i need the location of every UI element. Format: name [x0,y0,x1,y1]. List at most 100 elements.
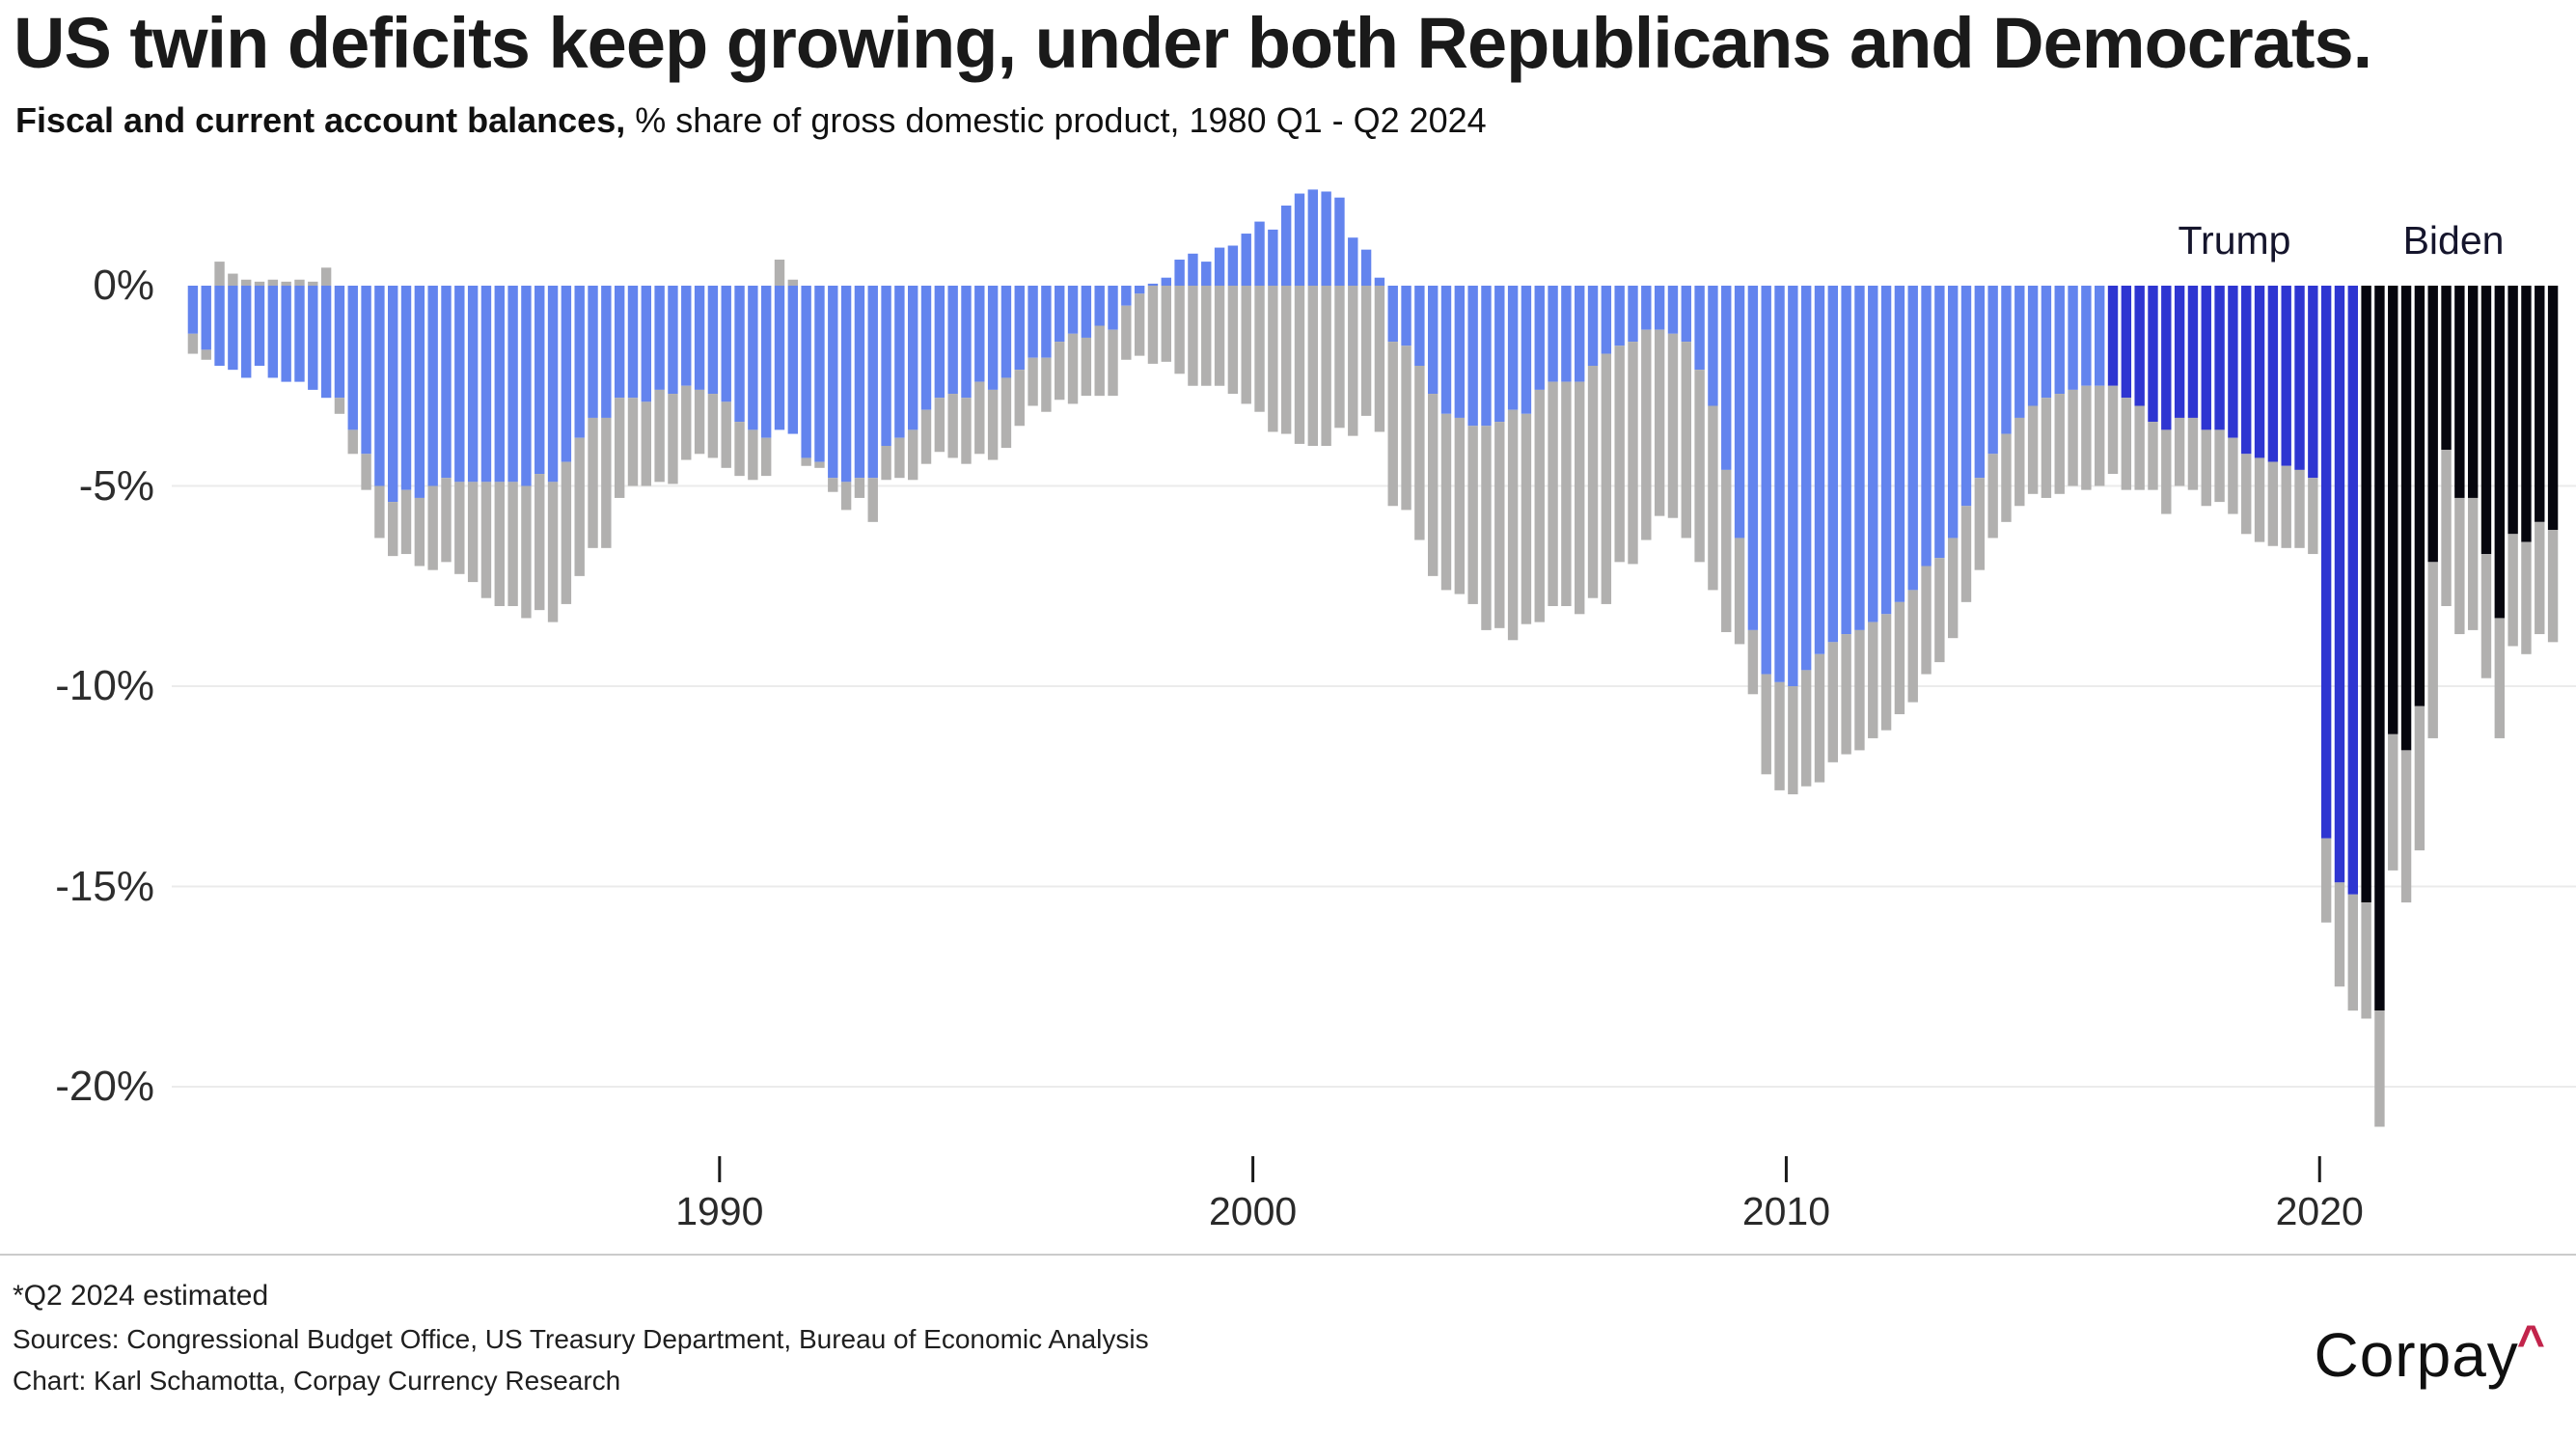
fiscal-bar [1841,286,1851,635]
current-account-bar [1055,342,1065,401]
current-account-bar [374,485,385,539]
fiscal-bar [814,286,825,462]
current-account-bar [1641,329,1652,540]
fiscal-bar [1774,286,1785,682]
current-account-bar [1414,366,1425,540]
fiscal-bar [201,286,211,350]
current-account-bar [2427,562,2438,738]
x-tick-label: 2020 [2275,1189,2364,1233]
current-account-bar [1841,634,1851,755]
current-account-bar [2347,894,2358,1011]
fiscal-bar [760,286,772,438]
current-account-bar [1947,538,1959,639]
current-account-bar [1880,614,1892,731]
y-tick-label: -15% [55,862,154,910]
fiscal-bar [1214,247,1225,286]
current-account-bar [2547,530,2559,643]
current-account-bar [2201,429,2211,507]
fiscal-bar [1534,286,1545,390]
fiscal-bar [1161,277,1171,286]
era-label-biden: Biden [2402,218,2505,263]
x-axis-ticks [718,1156,2321,1182]
fiscal-bar [681,286,692,386]
fiscal-bar [1121,286,1132,306]
current-account-bar [1134,293,1145,356]
current-account-bar [1268,286,1278,432]
fiscal-bar [480,286,492,483]
current-account-bar [694,389,705,455]
fiscal-bar [748,286,758,430]
current-account-bar [1000,377,1012,449]
fiscal-bar [1761,286,1771,675]
current-account-bar [2041,398,2052,498]
fiscal-bar [1440,286,1452,414]
fiscal-bar [547,286,559,483]
fiscal-bar [1575,286,1585,382]
current-account-bar [214,262,225,286]
fiscal-bar [2107,286,2119,386]
current-account-bar [494,482,505,606]
fiscal-bar [920,286,932,410]
fiscal-bar [1494,286,1505,423]
current-account-bar [934,398,945,453]
corpay-logo-text: Corpay [2314,1320,2519,1390]
current-account-bar [681,385,692,460]
current-account-bar [201,349,211,360]
current-account-bar [614,398,625,498]
fiscal-bar [1880,286,1892,615]
current-account-bar [2507,534,2518,647]
current-account-bar [1747,629,1759,695]
current-account-bar [1321,286,1331,446]
fiscal-bar [2201,286,2211,430]
current-account-bar [2374,1010,2385,1127]
current-account-bar [828,478,838,492]
current-account-bar [2414,705,2425,851]
current-account-bar [1854,629,1865,751]
fiscal-bar [1227,245,1239,286]
current-account-bar [2535,521,2545,635]
footer: *Q2 2024 estimated Sources: Congressiona… [13,1280,1149,1397]
fiscal-bar [721,286,731,402]
current-account-bar [801,457,811,466]
current-account-bar [1708,405,1718,591]
fiscal-bar [1854,286,1865,630]
fiscal-bar [1000,286,1012,378]
fiscal-bar [2121,286,2132,399]
current-account-bar [1081,337,1092,397]
current-account-bar [1280,286,1292,434]
fiscal-bar [2480,286,2492,555]
current-account-bar [2480,554,2492,678]
current-account-bar [480,482,492,598]
page-title: US twin deficits keep growing, under bot… [14,3,2372,83]
subtitle-bold: Fiscal and current account balances, [15,100,626,140]
current-account-bar [1827,642,1838,762]
fiscal-bar [574,286,585,438]
fiscal-bar [2134,286,2145,406]
fiscal-bar [454,286,465,483]
current-account-bar [1800,670,1812,787]
current-account-bar [707,394,719,458]
y-tick-label: 0% [93,262,154,309]
fiscal-bar [1747,286,1759,630]
fiscal-bar [601,286,612,418]
fiscal-bar [1827,286,1838,643]
fiscal-bar [388,286,398,503]
fiscal-bar [908,286,918,430]
sources-line: Sources: Congressional Budget Office, US… [13,1324,1149,1354]
fiscal-bar [1254,221,1265,286]
current-account-bar [1667,333,1679,518]
current-account-bar [1028,357,1038,406]
fiscal-bar [2148,286,2158,423]
fiscal-bar [787,286,799,434]
fiscal-bar [2054,286,2065,395]
current-account-bar [1587,366,1599,598]
fiscal-bar [2228,286,2238,438]
current-account-bar [627,398,639,486]
current-account-bar [1094,325,1105,397]
current-account-bar [881,446,891,481]
fiscal-bar [2521,286,2532,542]
fiscal-bar [588,286,598,418]
fiscal-bar [1814,286,1825,654]
fiscal-bar [854,286,865,479]
